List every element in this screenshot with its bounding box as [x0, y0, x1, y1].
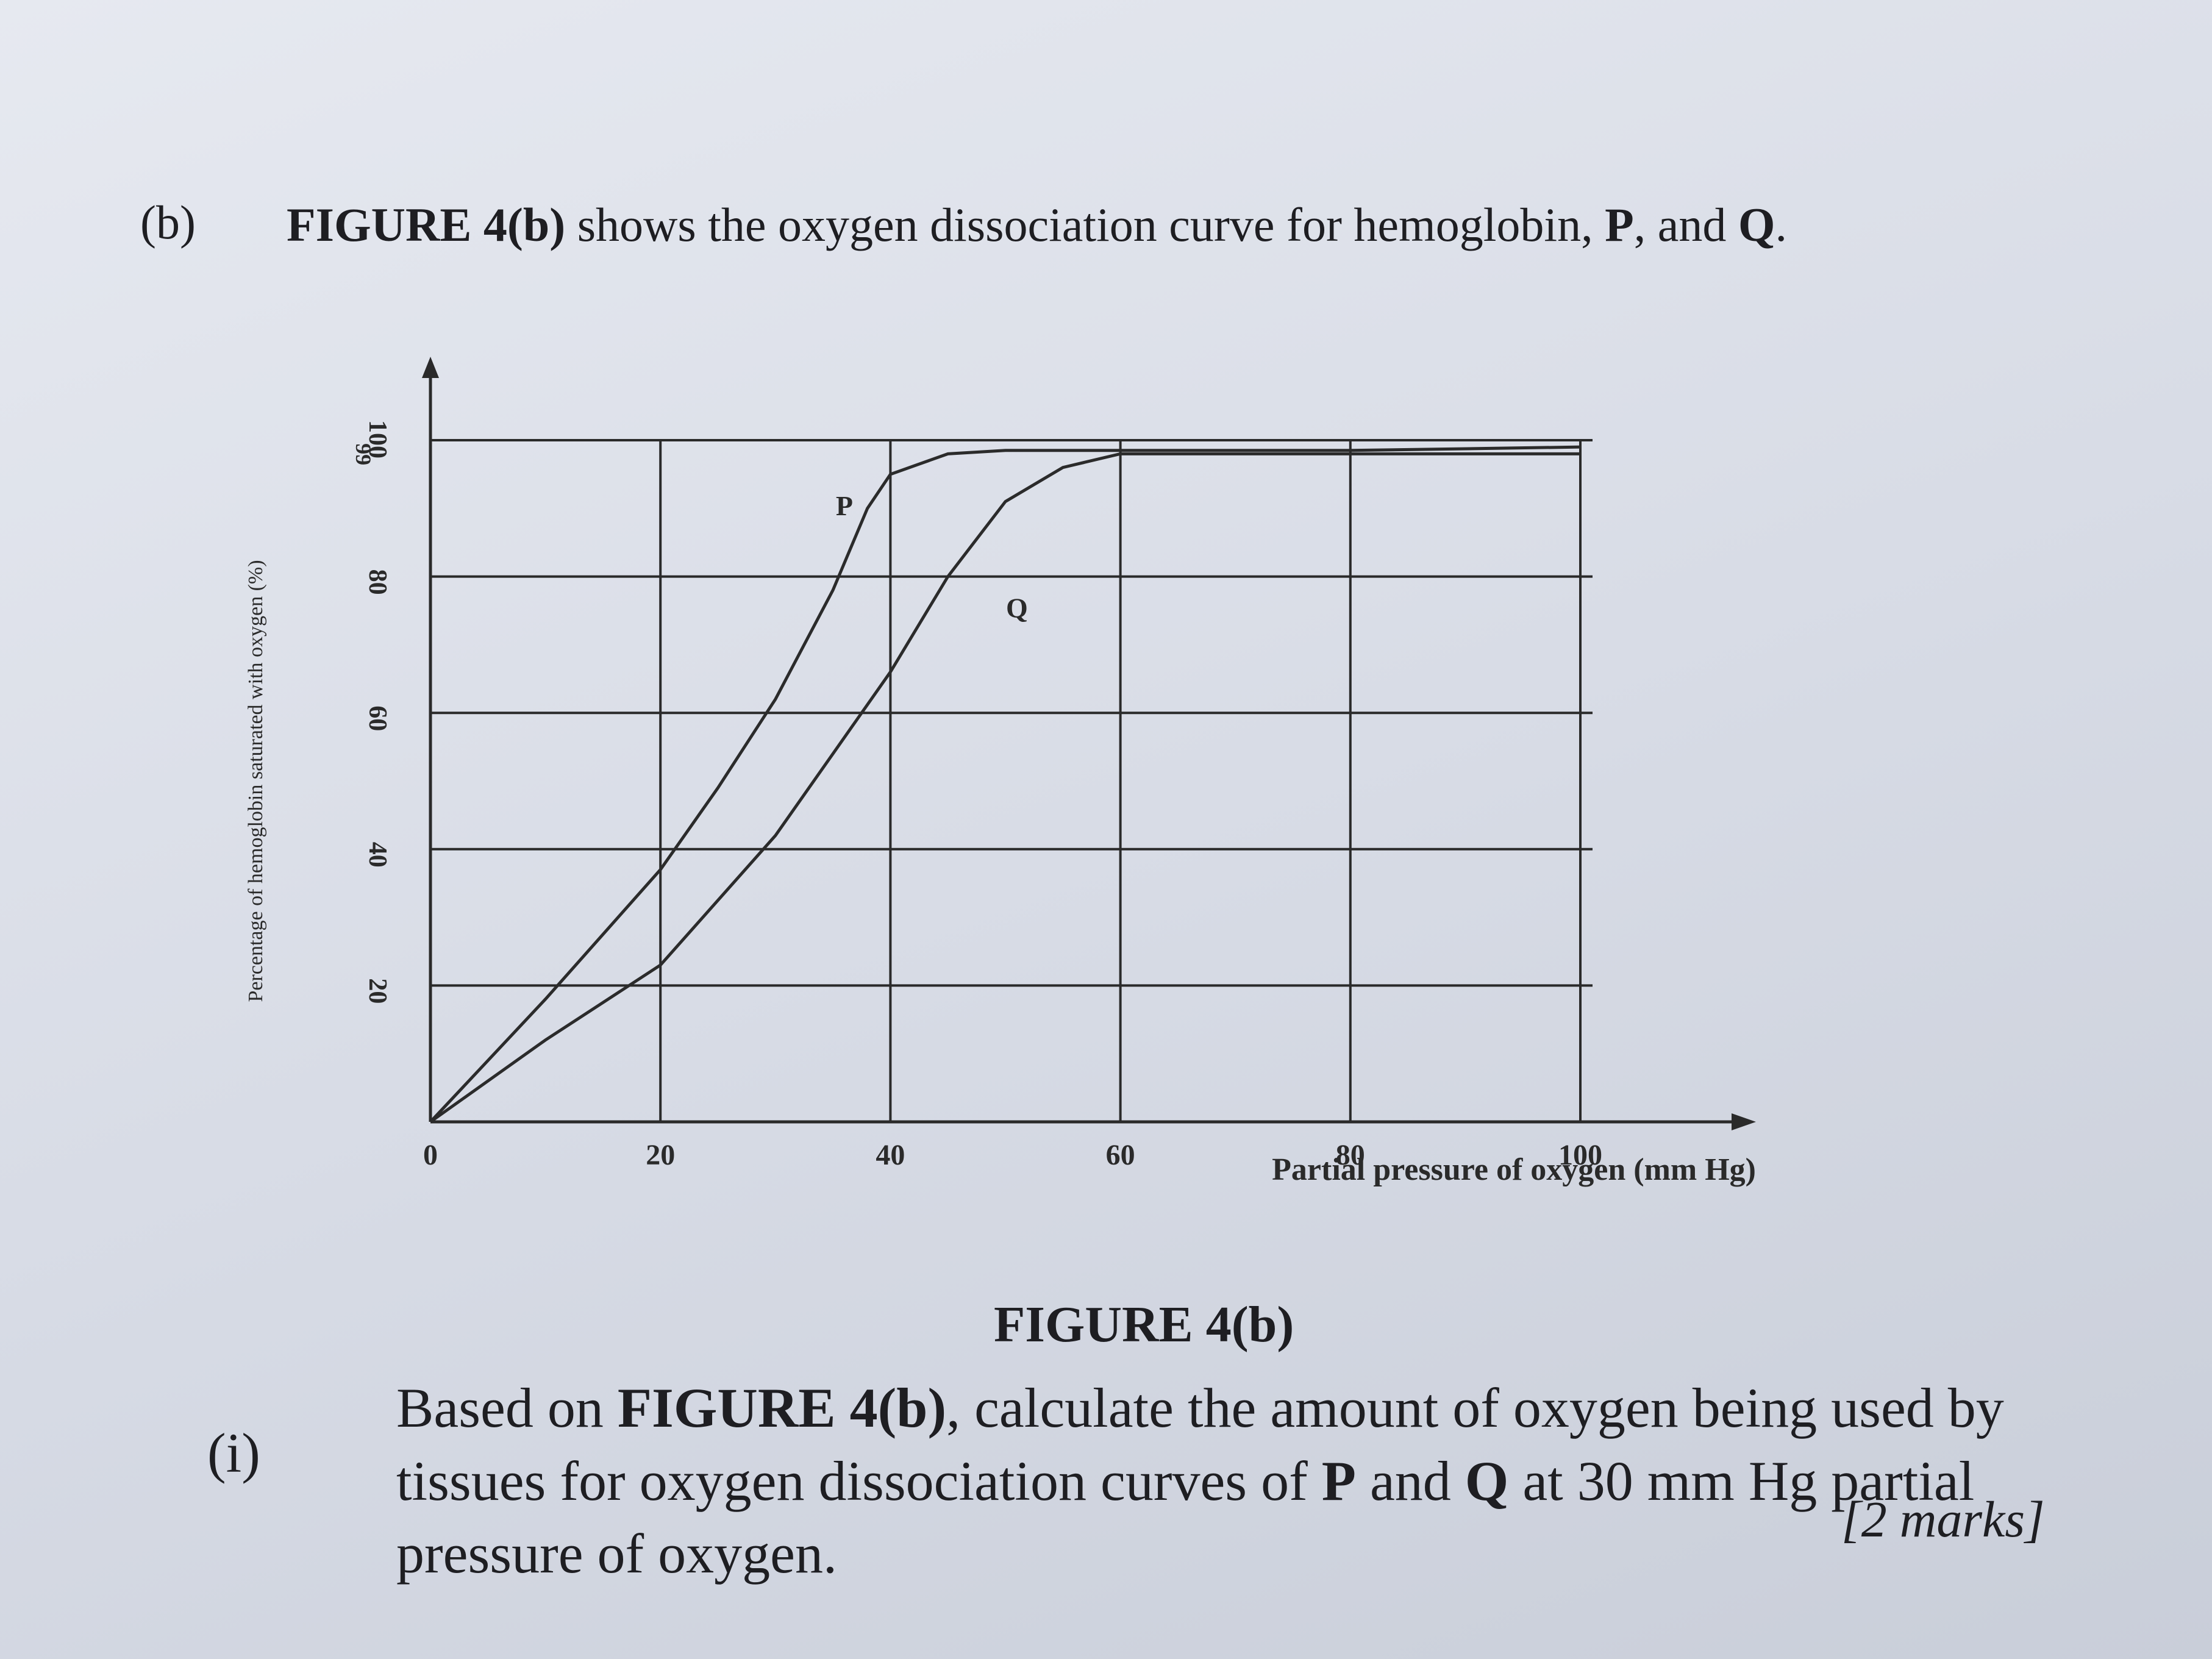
- text-run: FIGURE 4(b): [287, 198, 566, 251]
- intro-text: FIGURE 4(b) shows the oxygen dissociatio…: [287, 195, 1896, 255]
- x-axis-title: Partial pressure of oxygen (mm Hg): [1272, 1152, 1756, 1187]
- text-run: Q: [1738, 198, 1775, 251]
- part-label: (b): [140, 196, 196, 249]
- text-run: .: [1775, 198, 1788, 251]
- question-label: (i): [207, 1422, 260, 1484]
- x-tick-label: 20: [646, 1139, 675, 1171]
- x-tick-label: 0: [423, 1139, 438, 1171]
- y-arrow: [422, 357, 439, 378]
- text-run: P: [1605, 198, 1634, 251]
- curve-label: P: [836, 490, 853, 521]
- x-tick-label: 80: [1336, 1139, 1365, 1171]
- x-tick-label: 60: [1106, 1139, 1135, 1171]
- curve: [429, 445, 1581, 1123]
- marks: [2 marks]: [1841, 1491, 2045, 1548]
- text-run: at 30 mm Hg partial pressure of oxygen.: [396, 1449, 1975, 1585]
- question-text: Based on FIGURE 4(b), calculate the amou…: [396, 1372, 2067, 1591]
- figure-caption: FIGURE 4(b): [994, 1296, 1294, 1353]
- y-tick-label: 40: [363, 842, 391, 868]
- y-tick-label: 20: [363, 978, 391, 1004]
- text-run: , and: [1633, 198, 1738, 251]
- curve-label: Q: [1006, 593, 1028, 624]
- y-axis-title: Percentage of hemoglobin saturated with …: [244, 560, 267, 1002]
- y-tick-label: 80: [363, 569, 391, 595]
- text-run: and: [1355, 1449, 1465, 1512]
- x-tick-label: 100: [1558, 1139, 1602, 1171]
- x-tick-label: 40: [876, 1139, 905, 1171]
- y-tick-label: 60: [363, 705, 391, 731]
- x-arrow: [1732, 1113, 1756, 1130]
- text-run: , calculate the amount of oxygen being u…: [396, 1377, 2004, 1512]
- text-run: FIGURE 4(b): [617, 1377, 947, 1439]
- curve: [429, 452, 1580, 1124]
- text-run: shows the oxygen dissociation curve for …: [565, 198, 1605, 251]
- text-run: Based on: [396, 1377, 618, 1439]
- y-tick-label: 99: [351, 443, 376, 465]
- y-tick-label: 100: [363, 420, 391, 458]
- text-run: P: [1321, 1449, 1356, 1512]
- text-run: Q: [1465, 1449, 1509, 1512]
